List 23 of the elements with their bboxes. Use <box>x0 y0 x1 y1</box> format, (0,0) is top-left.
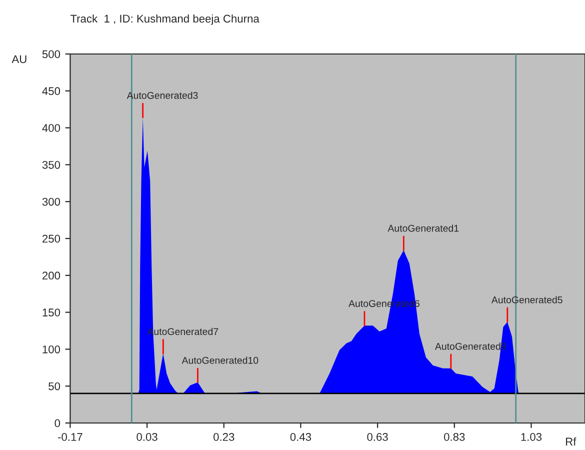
y-tick-label: 400 <box>42 124 60 132</box>
y-axis-title: AU <box>12 55 26 64</box>
y-tick-label: 100 <box>42 345 60 354</box>
y-tick-label: 500 <box>42 50 60 58</box>
x-tick-label: 0.03 <box>136 433 158 441</box>
y-tick-label: 50 <box>48 382 60 390</box>
x-tick-label: 0.63 <box>367 433 388 441</box>
y-tick-label: 200 <box>42 272 60 280</box>
x-axis-title: Rf <box>566 437 576 446</box>
annotation: AutoGenerated10 <box>182 356 258 364</box>
y-tick-label: 150 <box>42 308 60 316</box>
chart-title: Track 1 , ID: Kushmand beeja Churna <box>70 14 260 25</box>
x-tick-label: 1.03 <box>521 433 542 441</box>
x-tick-label: 0.83 <box>444 433 465 441</box>
annotation: AutoGenerated1 <box>388 224 459 232</box>
x-tick-label: -0.17 <box>58 433 82 441</box>
x-tick-label: 0.43 <box>290 433 312 441</box>
y-tick-label: 300 <box>42 198 60 206</box>
y-tick-label: 0 <box>54 419 60 428</box>
y-tick-label: 250 <box>42 234 60 243</box>
x-tick-label: 0.23 <box>213 433 234 441</box>
y-tick-label: 350 <box>42 160 60 169</box>
y-tick-label: 450 <box>42 87 60 96</box>
